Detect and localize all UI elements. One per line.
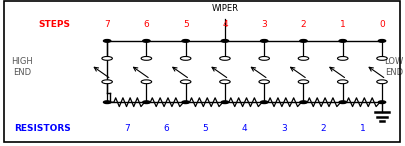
Circle shape (181, 101, 189, 104)
Circle shape (102, 57, 112, 60)
Circle shape (260, 40, 267, 42)
Circle shape (180, 80, 190, 84)
Circle shape (338, 40, 345, 42)
Text: 3: 3 (261, 20, 266, 29)
Circle shape (221, 40, 228, 42)
Text: RESISTORS: RESISTORS (14, 124, 70, 133)
Circle shape (103, 101, 111, 104)
Circle shape (181, 40, 189, 42)
Text: 7: 7 (104, 20, 110, 29)
Circle shape (221, 101, 228, 104)
Circle shape (299, 40, 306, 42)
Text: 3: 3 (280, 124, 286, 133)
Circle shape (102, 80, 112, 84)
Circle shape (376, 80, 386, 84)
Circle shape (103, 40, 111, 42)
Circle shape (219, 80, 230, 84)
Circle shape (260, 101, 267, 104)
Text: 1: 1 (358, 124, 364, 133)
Circle shape (141, 80, 151, 84)
Circle shape (298, 80, 308, 84)
Circle shape (141, 57, 151, 60)
Text: STEPS: STEPS (38, 20, 70, 29)
Text: 2: 2 (320, 124, 325, 133)
Circle shape (298, 57, 308, 60)
Circle shape (376, 57, 386, 60)
Circle shape (258, 80, 269, 84)
Text: WIPER: WIPER (211, 4, 238, 13)
Text: LOW
END: LOW END (384, 58, 403, 77)
Circle shape (377, 40, 385, 42)
Text: 4: 4 (222, 20, 227, 29)
Text: HIGH
END: HIGH END (11, 58, 33, 77)
Circle shape (143, 101, 150, 104)
Circle shape (219, 57, 230, 60)
Circle shape (258, 57, 269, 60)
Text: 6: 6 (163, 124, 168, 133)
Text: 1: 1 (339, 20, 345, 29)
Circle shape (143, 40, 150, 42)
Circle shape (337, 57, 347, 60)
Circle shape (180, 57, 190, 60)
Text: 6: 6 (143, 20, 149, 29)
Text: 7: 7 (124, 124, 129, 133)
Circle shape (377, 101, 385, 104)
Text: 5: 5 (202, 124, 208, 133)
Circle shape (299, 101, 306, 104)
Text: 4: 4 (241, 124, 247, 133)
Circle shape (337, 80, 347, 84)
Text: 2: 2 (300, 20, 305, 29)
Text: 0: 0 (378, 20, 384, 29)
Circle shape (338, 101, 345, 104)
Text: 5: 5 (182, 20, 188, 29)
